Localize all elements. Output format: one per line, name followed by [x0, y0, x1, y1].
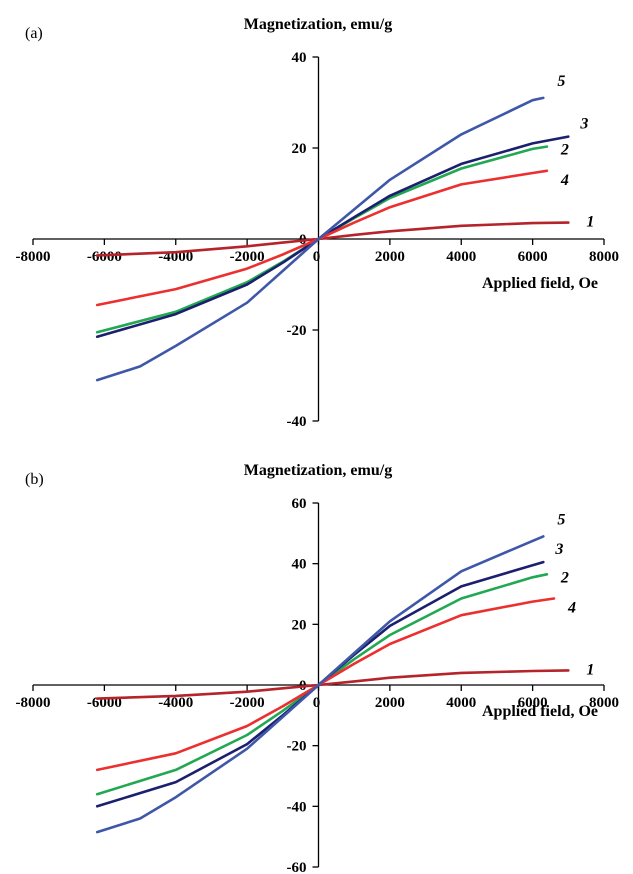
y-tick-label: 40	[292, 50, 307, 66]
panel-b: -8000 -6000 -4000 -2000 0 2000 4000 6000 8000-60…	[16, 462, 620, 874]
x-tick-label: 8000	[589, 695, 619, 711]
series-4-line	[95, 597, 556, 772]
x-tick-label: 2000	[375, 695, 405, 711]
series-2-label: 2	[560, 142, 569, 159]
series-3-label: 3	[554, 541, 563, 558]
x-tick-label: 0	[313, 695, 321, 711]
x-tick-label: 8000	[589, 249, 619, 265]
x-tick-label: -8000	[16, 695, 51, 711]
panel-a: -8000 -6000 -4000 -2000 0 2000 4000 6000 8000-40…	[16, 16, 620, 430]
x-tick-label: -8000	[16, 249, 51, 265]
y-tick-label: 20	[292, 141, 307, 157]
y-tick-label: -40	[287, 414, 307, 430]
x-tick-label: 6000	[518, 249, 548, 265]
x-tick-label: -4000	[158, 695, 193, 711]
series-2-line	[95, 572, 549, 796]
series-5-line	[95, 535, 545, 834]
x-axis-title: Applied field, Oe	[482, 703, 598, 720]
x-tick-label: 4000	[446, 249, 476, 265]
y-tick-label: -20	[287, 323, 307, 339]
x-tick-label: -2000	[230, 249, 265, 265]
series-2-label: 2	[560, 569, 569, 586]
series-4-line	[95, 169, 549, 307]
series-5-label: 5	[557, 73, 565, 90]
series-4-label: 4	[567, 600, 576, 617]
series-5-label: 5	[557, 511, 565, 528]
x-tick-label: 2000	[375, 249, 405, 265]
y-tick-label: 40	[292, 557, 307, 573]
x-tick-label: -6000	[87, 249, 122, 265]
panel-label: (a)	[25, 25, 43, 42]
y-tick-label: -60	[287, 860, 307, 874]
x-tick-label: 4000	[446, 695, 476, 711]
series-4-label: 4	[560, 172, 569, 189]
y-tick-label: 20	[292, 617, 307, 633]
series-1-line	[95, 669, 570, 700]
x-tick-label: 6000	[518, 695, 548, 711]
series-1-label: 1	[586, 214, 594, 231]
x-axis-title: Applied field, Oe	[482, 275, 598, 292]
series-1-label: 1	[586, 661, 594, 678]
x-tick-label: 0	[313, 249, 321, 265]
y-tick-label: -40	[287, 799, 307, 815]
series-1-line	[95, 221, 570, 257]
y-tick-label: -20	[287, 739, 307, 755]
series-3-label: 3	[579, 116, 588, 133]
y-tick-label: 60	[292, 496, 307, 512]
x-tick-label: -2000	[230, 695, 265, 711]
y-axis-title: Magnetization, emu/g	[244, 462, 392, 479]
y-axis-title: Magnetization, emu/g	[244, 16, 392, 33]
series-5-line	[95, 96, 545, 382]
series-3-line	[95, 135, 570, 339]
panel-label: (b)	[25, 471, 44, 488]
